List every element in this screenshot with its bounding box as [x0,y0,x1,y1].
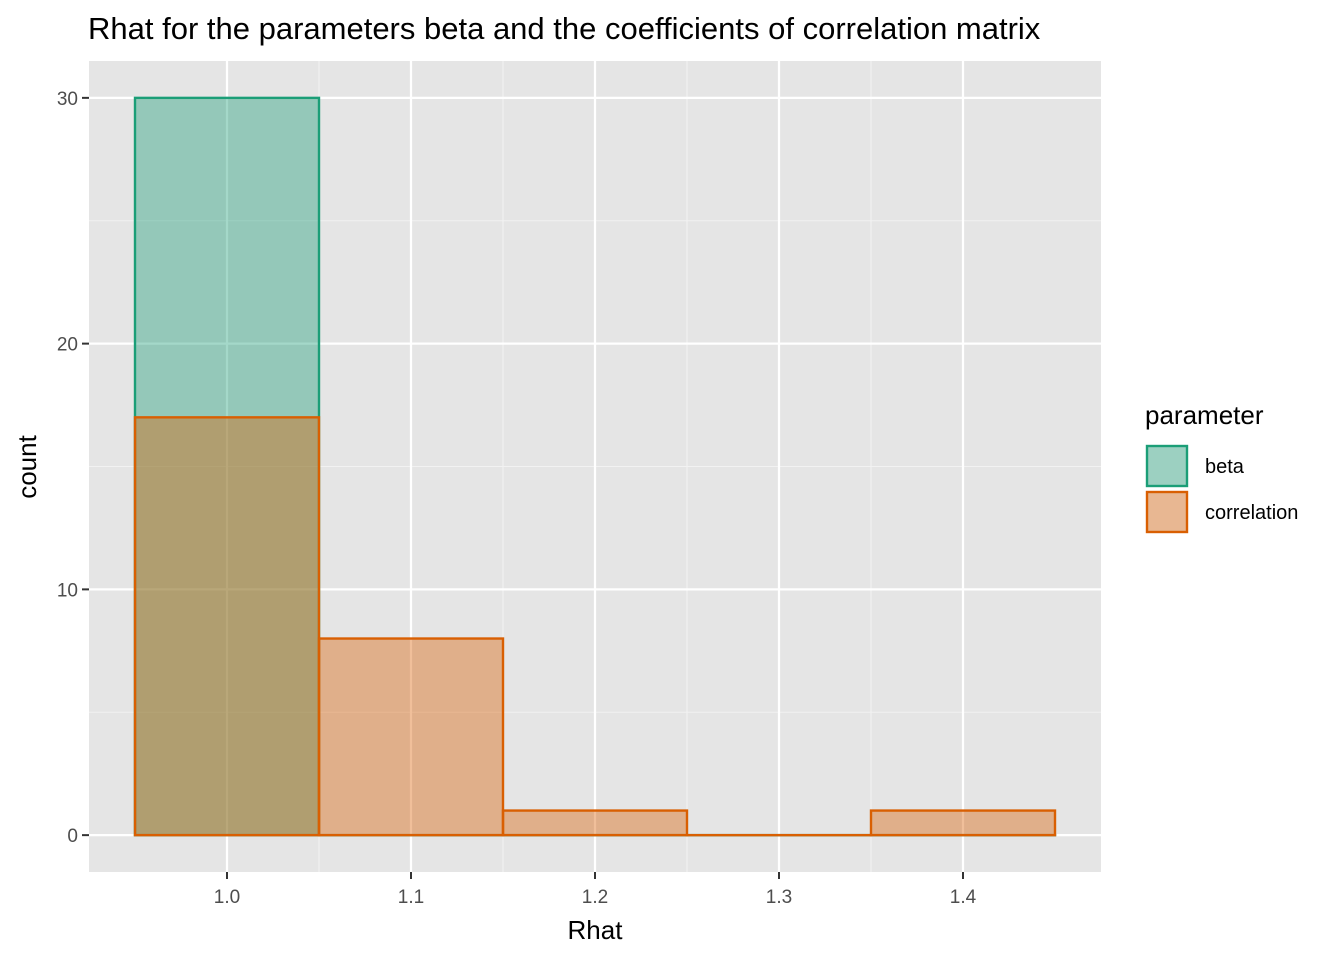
y-tick-label: 20 [57,335,78,356]
legend-key-beta [1145,444,1189,488]
legend-key-background [1146,445,1188,487]
bar-beta-0 [133,96,321,837]
legend: parameter beta correlation [1145,400,1298,534]
y-axis: 0 10 20 30 [57,89,89,847]
bar-correlation-4 [869,809,1057,837]
x-tick-label: 1.2 [582,887,608,908]
bar-correlation-2 [501,809,689,837]
bars [133,96,1057,837]
legend-key-correlation [1145,490,1189,534]
x-tick-label: 1.3 [766,887,792,908]
x-axis: 1.0 1.1 1.2 1.3 1.4 [214,872,977,908]
legend-label-correlation: correlation [1205,502,1298,524]
x-tick-label: 1.1 [398,887,424,908]
bar-correlation-0 [133,416,321,837]
y-tick-label: 30 [57,89,78,110]
bar-correlation-1 [317,637,505,837]
x-axis-title: Rhat [568,915,624,945]
legend-title: parameter [1145,400,1264,430]
legend-key-background [1146,491,1188,533]
chart-title: Rhat for the parameters beta and the coe… [88,11,1041,46]
x-tick-label: 1.0 [214,887,240,908]
x-tick-label: 1.4 [950,887,977,908]
y-tick-label: 0 [67,826,78,847]
y-axis-title: count [12,434,42,498]
legend-label-beta: beta [1205,456,1245,478]
y-tick-label: 10 [57,580,78,601]
